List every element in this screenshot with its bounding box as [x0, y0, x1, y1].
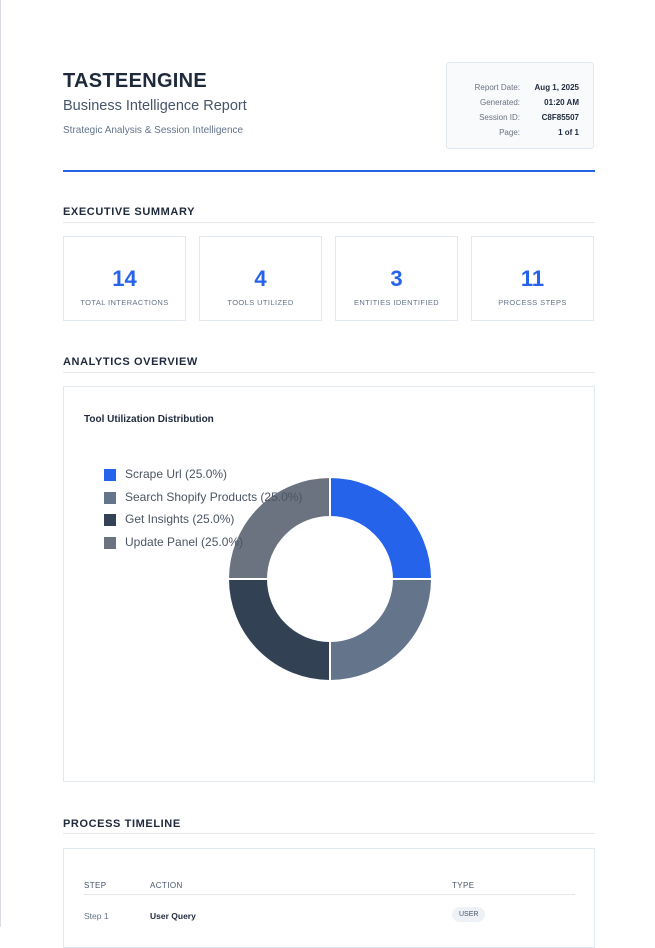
- legend-swatch: [104, 514, 116, 526]
- meta-row-report-date: Report Date: Aug 1, 2025: [447, 83, 593, 97]
- kpi-label: PROCESS STEPS: [498, 298, 567, 307]
- section-divider: [63, 222, 595, 223]
- report-subtitle: Business Intelligence Report: [63, 98, 247, 114]
- meta-label: Generated:: [479, 98, 520, 107]
- row-type-badge: USER: [452, 907, 486, 922]
- kpi-value: 14: [112, 266, 137, 291]
- kpi-card-total-interactions: 14 TOTAL INTERACTIONS: [63, 236, 186, 321]
- table-header-divider: [84, 894, 575, 895]
- meta-label: Session ID:: [479, 113, 520, 122]
- meta-row-generated: Generated: 01:20 AM: [447, 98, 593, 112]
- donut-slice-get-insights: [226, 578, 331, 683]
- meta-label: Report Date:: [474, 83, 520, 92]
- legend-swatch: [104, 469, 116, 481]
- kpi-card-entities-identified: 3 ENTITIES IDENTIFIED: [335, 236, 458, 321]
- meta-value: 01:20 AM: [544, 98, 579, 107]
- meta-row-session-id: Session ID: C8F85507: [447, 113, 593, 127]
- chart-title: Tool Utilization Distribution: [84, 414, 214, 425]
- donut-chart: [226, 475, 434, 683]
- donut-slice-search-shopify-products: [329, 578, 434, 683]
- column-header-action: ACTION: [150, 881, 183, 890]
- meta-row-page: Page: 1 of 1: [447, 128, 593, 142]
- kpi-value: 4: [254, 266, 267, 291]
- kpi-card-tools-utilized: 4 TOOLS UTILIZED: [199, 236, 322, 321]
- donut-slice-update-panel: [226, 475, 331, 580]
- header-divider: [63, 170, 595, 172]
- column-header-step: STEP: [84, 881, 107, 890]
- meta-value: Aug 1, 2025: [534, 83, 579, 92]
- legend-swatch: [104, 536, 116, 549]
- report-tagline: Strategic Analysis & Session Intelligenc…: [63, 125, 244, 136]
- kpi-value: 3: [390, 266, 403, 291]
- legend-label: Search Shopify Products (25.0%): [125, 489, 303, 504]
- kpi-label: TOOLS UTILIZED: [227, 298, 294, 307]
- kpi-value: 11: [520, 266, 545, 291]
- legend-label: Scrape Url (25.0%): [125, 467, 228, 481]
- legend-label: Get Insights (25.0%): [125, 512, 235, 526]
- row-step: Step 1: [84, 911, 109, 921]
- section-divider: [63, 833, 595, 834]
- legend-label: Update Panel (25.0%): [125, 534, 244, 549]
- kpi-card-process-steps: 11 PROCESS STEPS: [471, 236, 594, 321]
- donut-slice-scrape-url: [329, 475, 434, 580]
- section-title-executive-summary: EXECUTIVE SUMMARY: [63, 206, 196, 218]
- meta-value: 1 of 1: [558, 128, 579, 137]
- row-action: User Query: [150, 911, 196, 921]
- section-divider: [63, 372, 595, 373]
- meta-value: C8F85507: [541, 113, 579, 122]
- legend-swatch: [104, 491, 116, 504]
- kpi-label: ENTITIES IDENTIFIED: [353, 298, 440, 307]
- meta-label: Page:: [499, 128, 520, 137]
- kpi-label: TOTAL INTERACTIONS: [80, 298, 169, 307]
- chart-panel: Tool Utilization Distribution Scrape Url…: [63, 386, 595, 782]
- section-title-analytics-overview: ANALYTICS OVERVIEW: [63, 356, 198, 368]
- timeline-table: STEP ACTION TYPE Step 1 User Query USER: [63, 848, 595, 948]
- report-meta-box: Report Date: Aug 1, 2025 Generated: 01:2…: [446, 62, 594, 149]
- page-left-border: [0, 0, 1, 927]
- brand-title: TASTEENGINE: [63, 70, 208, 92]
- section-title-process-timeline: PROCESS TIMELINE: [63, 818, 181, 830]
- column-header-type: TYPE: [452, 881, 475, 890]
